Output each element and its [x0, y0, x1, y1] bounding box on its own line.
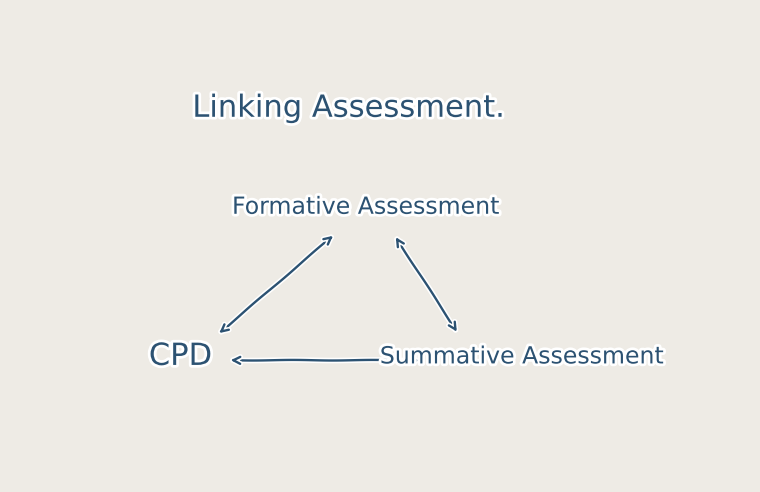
Text: Linking Assessment.: Linking Assessment.	[192, 94, 504, 123]
Text: CPD: CPD	[149, 342, 212, 371]
Text: Formative Assessment: Formative Assessment	[232, 195, 500, 219]
Text: Summative Assessment: Summative Assessment	[380, 344, 664, 369]
